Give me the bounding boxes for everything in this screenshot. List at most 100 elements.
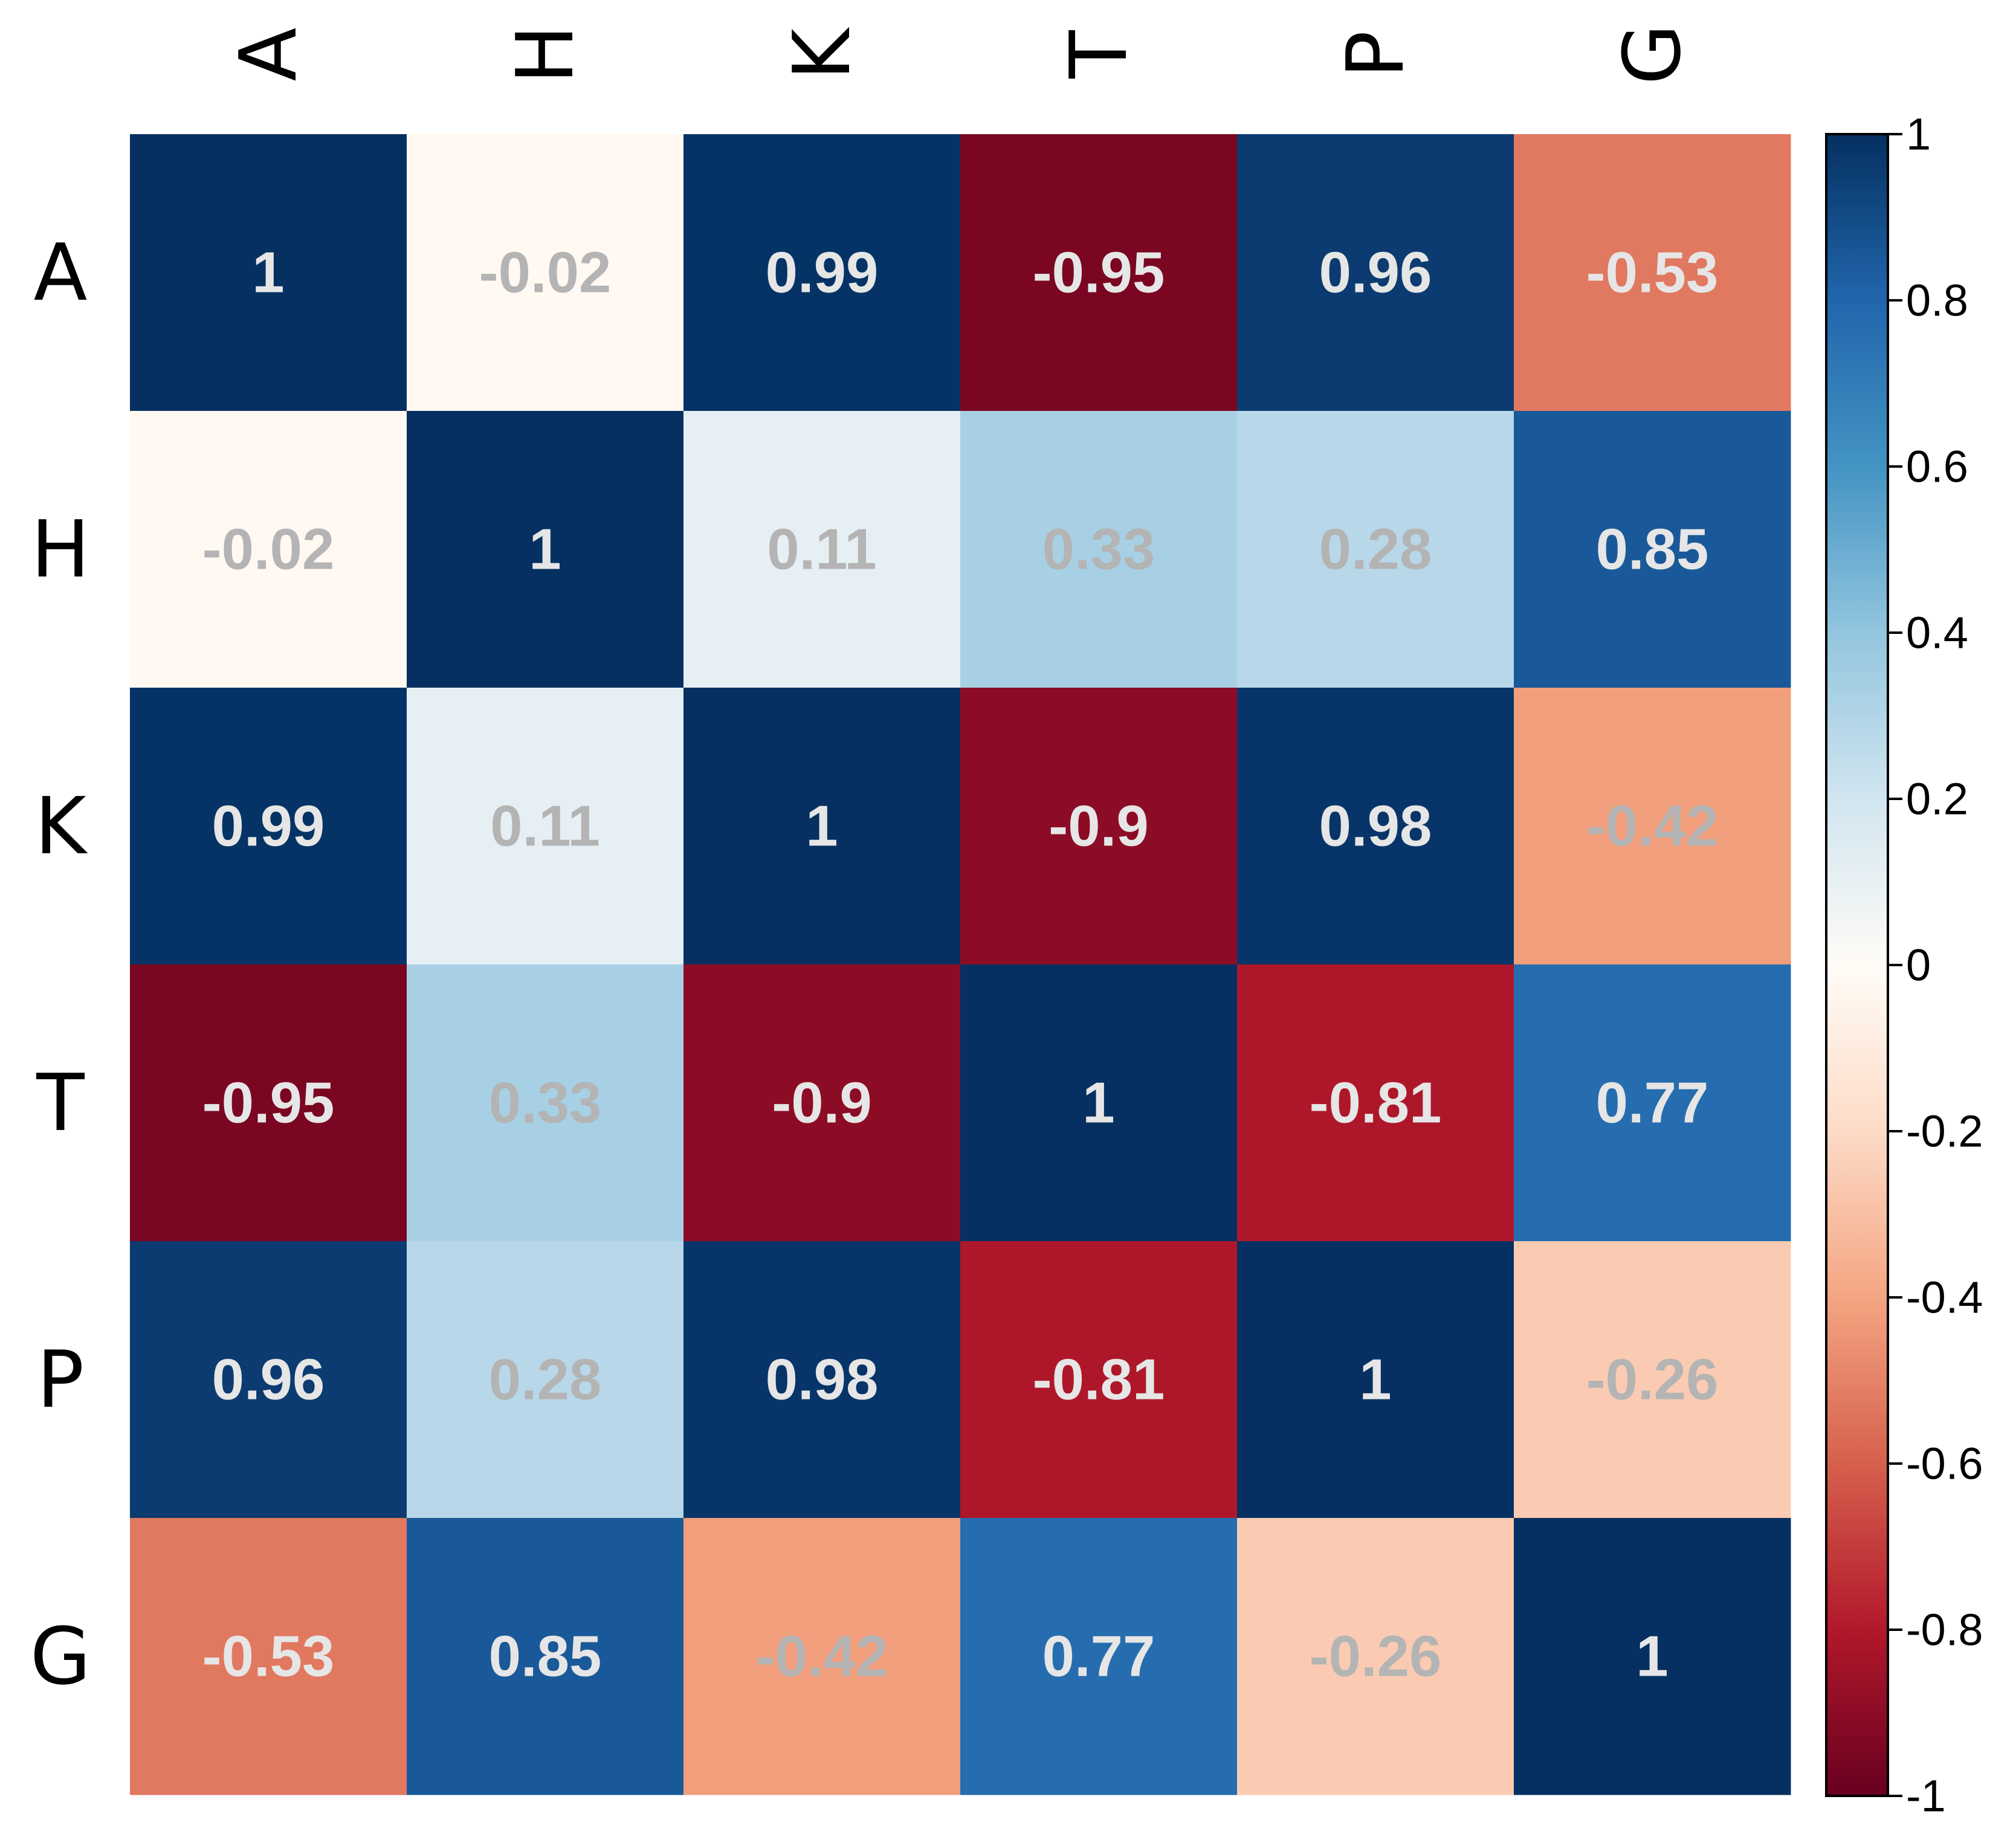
row-label-h: H [31, 503, 90, 595]
colorbar-tick-label: 0.6 [1906, 442, 1968, 492]
cell-value-a-p: 0.96 [1319, 241, 1432, 305]
cell-value-h-k: 0.11 [767, 517, 877, 582]
cell-value-t-t: 1 [1082, 1071, 1114, 1135]
cell-value-g-h: 0.85 [489, 1624, 602, 1689]
cell-value-h-p: 0.28 [1319, 517, 1432, 582]
colorbar-tick-label: -0.8 [1906, 1605, 1983, 1655]
cell-value-k-h: 0.11 [490, 794, 600, 859]
heatmap-cell-h-a [130, 411, 407, 688]
cell-value-p-g: -0.26 [1586, 1348, 1719, 1412]
heatmap-cell-t-h [407, 964, 684, 1242]
heatmap-cell-a-k [683, 134, 961, 412]
row-label-p: P [37, 1334, 84, 1425]
column-label-a: A [222, 28, 314, 82]
heatmap-cell-g-p [1237, 1518, 1514, 1795]
cell-value-p-p: 1 [1359, 1348, 1391, 1412]
row-label-k: K [34, 780, 88, 872]
cell-value-g-a: -0.53 [202, 1624, 335, 1689]
cell-value-t-a: -0.95 [202, 1071, 335, 1135]
colorbar-tick-label: 0.2 [1906, 774, 1968, 824]
row-labels: A H K T P G [30, 227, 91, 1702]
cell-value-k-a: 0.99 [212, 794, 325, 859]
colorbar-tick-label: 0.8 [1906, 276, 1968, 326]
heatmap-cell-h-h [407, 411, 684, 688]
heatmap-cell-h-p [1237, 411, 1514, 688]
cell-value-a-t: -0.95 [1033, 241, 1165, 305]
heatmap-cell-a-a [130, 134, 407, 412]
heatmap-cell-p-g [1514, 1241, 1791, 1519]
heatmap-cell-k-h [407, 688, 684, 965]
cell-value-g-t: 0.77 [1042, 1624, 1155, 1689]
cell-value-k-p: 0.98 [1319, 794, 1432, 859]
heatmap-cell-a-g [1514, 134, 1791, 412]
cell-value-h-h: 1 [529, 517, 561, 582]
colorbar-tick-label: -1 [1906, 1771, 1946, 1821]
cell-value-a-k: 0.99 [766, 241, 879, 305]
heatmap-cell-g-a [130, 1518, 407, 1795]
heatmap-cell-p-a [130, 1241, 407, 1519]
cell-value-p-h: 0.28 [489, 1348, 602, 1412]
row-label-g: G [30, 1610, 91, 1702]
heatmap-cell-h-k [683, 411, 961, 688]
heatmap-cell-k-a [130, 688, 407, 965]
cell-value-k-g: -0.42 [1586, 794, 1719, 859]
cell-value-t-h: 0.33 [489, 1071, 602, 1135]
heatmap-cell-g-k [683, 1518, 961, 1795]
heatmap-cell-t-g [1514, 964, 1791, 1242]
colorbar-gradient [1825, 133, 1889, 1797]
cell-value-g-p: -0.26 [1310, 1624, 1442, 1689]
cell-value-h-a: -0.02 [202, 517, 335, 582]
colorbar-tick-label: -0.2 [1906, 1106, 1983, 1157]
heatmap-cell-g-h [407, 1518, 684, 1795]
heatmap-cell-a-t [960, 134, 1238, 412]
heatmap-cell-p-k [683, 1241, 961, 1519]
heatmap-cell-g-g [1514, 1518, 1791, 1795]
row-label-t: T [36, 1057, 85, 1149]
cell-value-t-k: -0.9 [772, 1071, 871, 1135]
heatmap-cell-t-p [1237, 964, 1514, 1242]
cell-value-p-k: 0.98 [766, 1348, 879, 1412]
cell-value-p-t: -0.81 [1033, 1348, 1165, 1412]
column-label-k: K [776, 27, 868, 80]
cell-value-p-a: 0.96 [212, 1348, 325, 1412]
heatmap-cell-k-k [683, 688, 961, 965]
column-label-p: P [1329, 31, 1421, 78]
cell-value-a-h: -0.02 [479, 241, 612, 305]
cell-value-k-t: -0.9 [1048, 794, 1148, 859]
cell-value-g-k: -0.42 [756, 1624, 888, 1689]
row-label-a: A [34, 227, 88, 318]
cell-value-a-a: 1 [252, 241, 284, 305]
heatmap-cell-k-t [960, 688, 1238, 965]
colorbar-tick-label: -0.4 [1906, 1273, 1983, 1323]
heatmap-cell-h-g [1514, 411, 1791, 688]
heatmap-cell-t-k [683, 964, 961, 1242]
colorbar-tick-label: 0 [1906, 940, 1931, 990]
colorbar: 1 0.8 0.6 0.4 0.2 0 -0.2 -0.4 -0.6 -0.8 -1 [1825, 109, 1983, 1821]
cell-value-t-p: -0.81 [1310, 1071, 1442, 1135]
heatmap-cell-k-p [1237, 688, 1514, 965]
colorbar-tick-label: -0.6 [1906, 1439, 1983, 1489]
heatmap-cell-h-t [960, 411, 1238, 688]
heatmap-cell-a-p [1237, 134, 1514, 412]
cell-value-g-g: 1 [1636, 1624, 1668, 1689]
heatmap-cell-p-t [960, 1241, 1238, 1519]
colorbar-tick-label: 0.4 [1906, 608, 1968, 658]
heatmap-cell-t-a [130, 964, 407, 1242]
cell-value-h-t: 0.33 [1042, 517, 1155, 582]
heatmap-cell-a-h [407, 134, 684, 412]
cell-value-h-g: 0.85 [1596, 517, 1709, 582]
heatmap-cell-t-t [960, 964, 1238, 1242]
heatmap-cell-k-g [1514, 688, 1791, 965]
cell-value-t-g: 0.77 [1596, 1071, 1709, 1135]
heatmap-cells: 1 -0.02 0.99 -0.95 0.96 -0.53 -0.02 1 0.11 0.33 0.… [130, 134, 1791, 1795]
column-label-h: H [499, 25, 591, 84]
heatmap-cell-g-t [960, 1518, 1238, 1795]
heatmap-cell-p-h [407, 1241, 684, 1519]
heatmap-cell-p-p [1237, 1241, 1514, 1519]
cell-value-a-g: -0.53 [1586, 241, 1719, 305]
cell-value-k-k: 1 [806, 794, 838, 859]
colorbar-tick-label: 1 [1906, 109, 1931, 160]
column-label-t: T [1053, 30, 1145, 79]
column-label-g: G [1606, 24, 1698, 85]
